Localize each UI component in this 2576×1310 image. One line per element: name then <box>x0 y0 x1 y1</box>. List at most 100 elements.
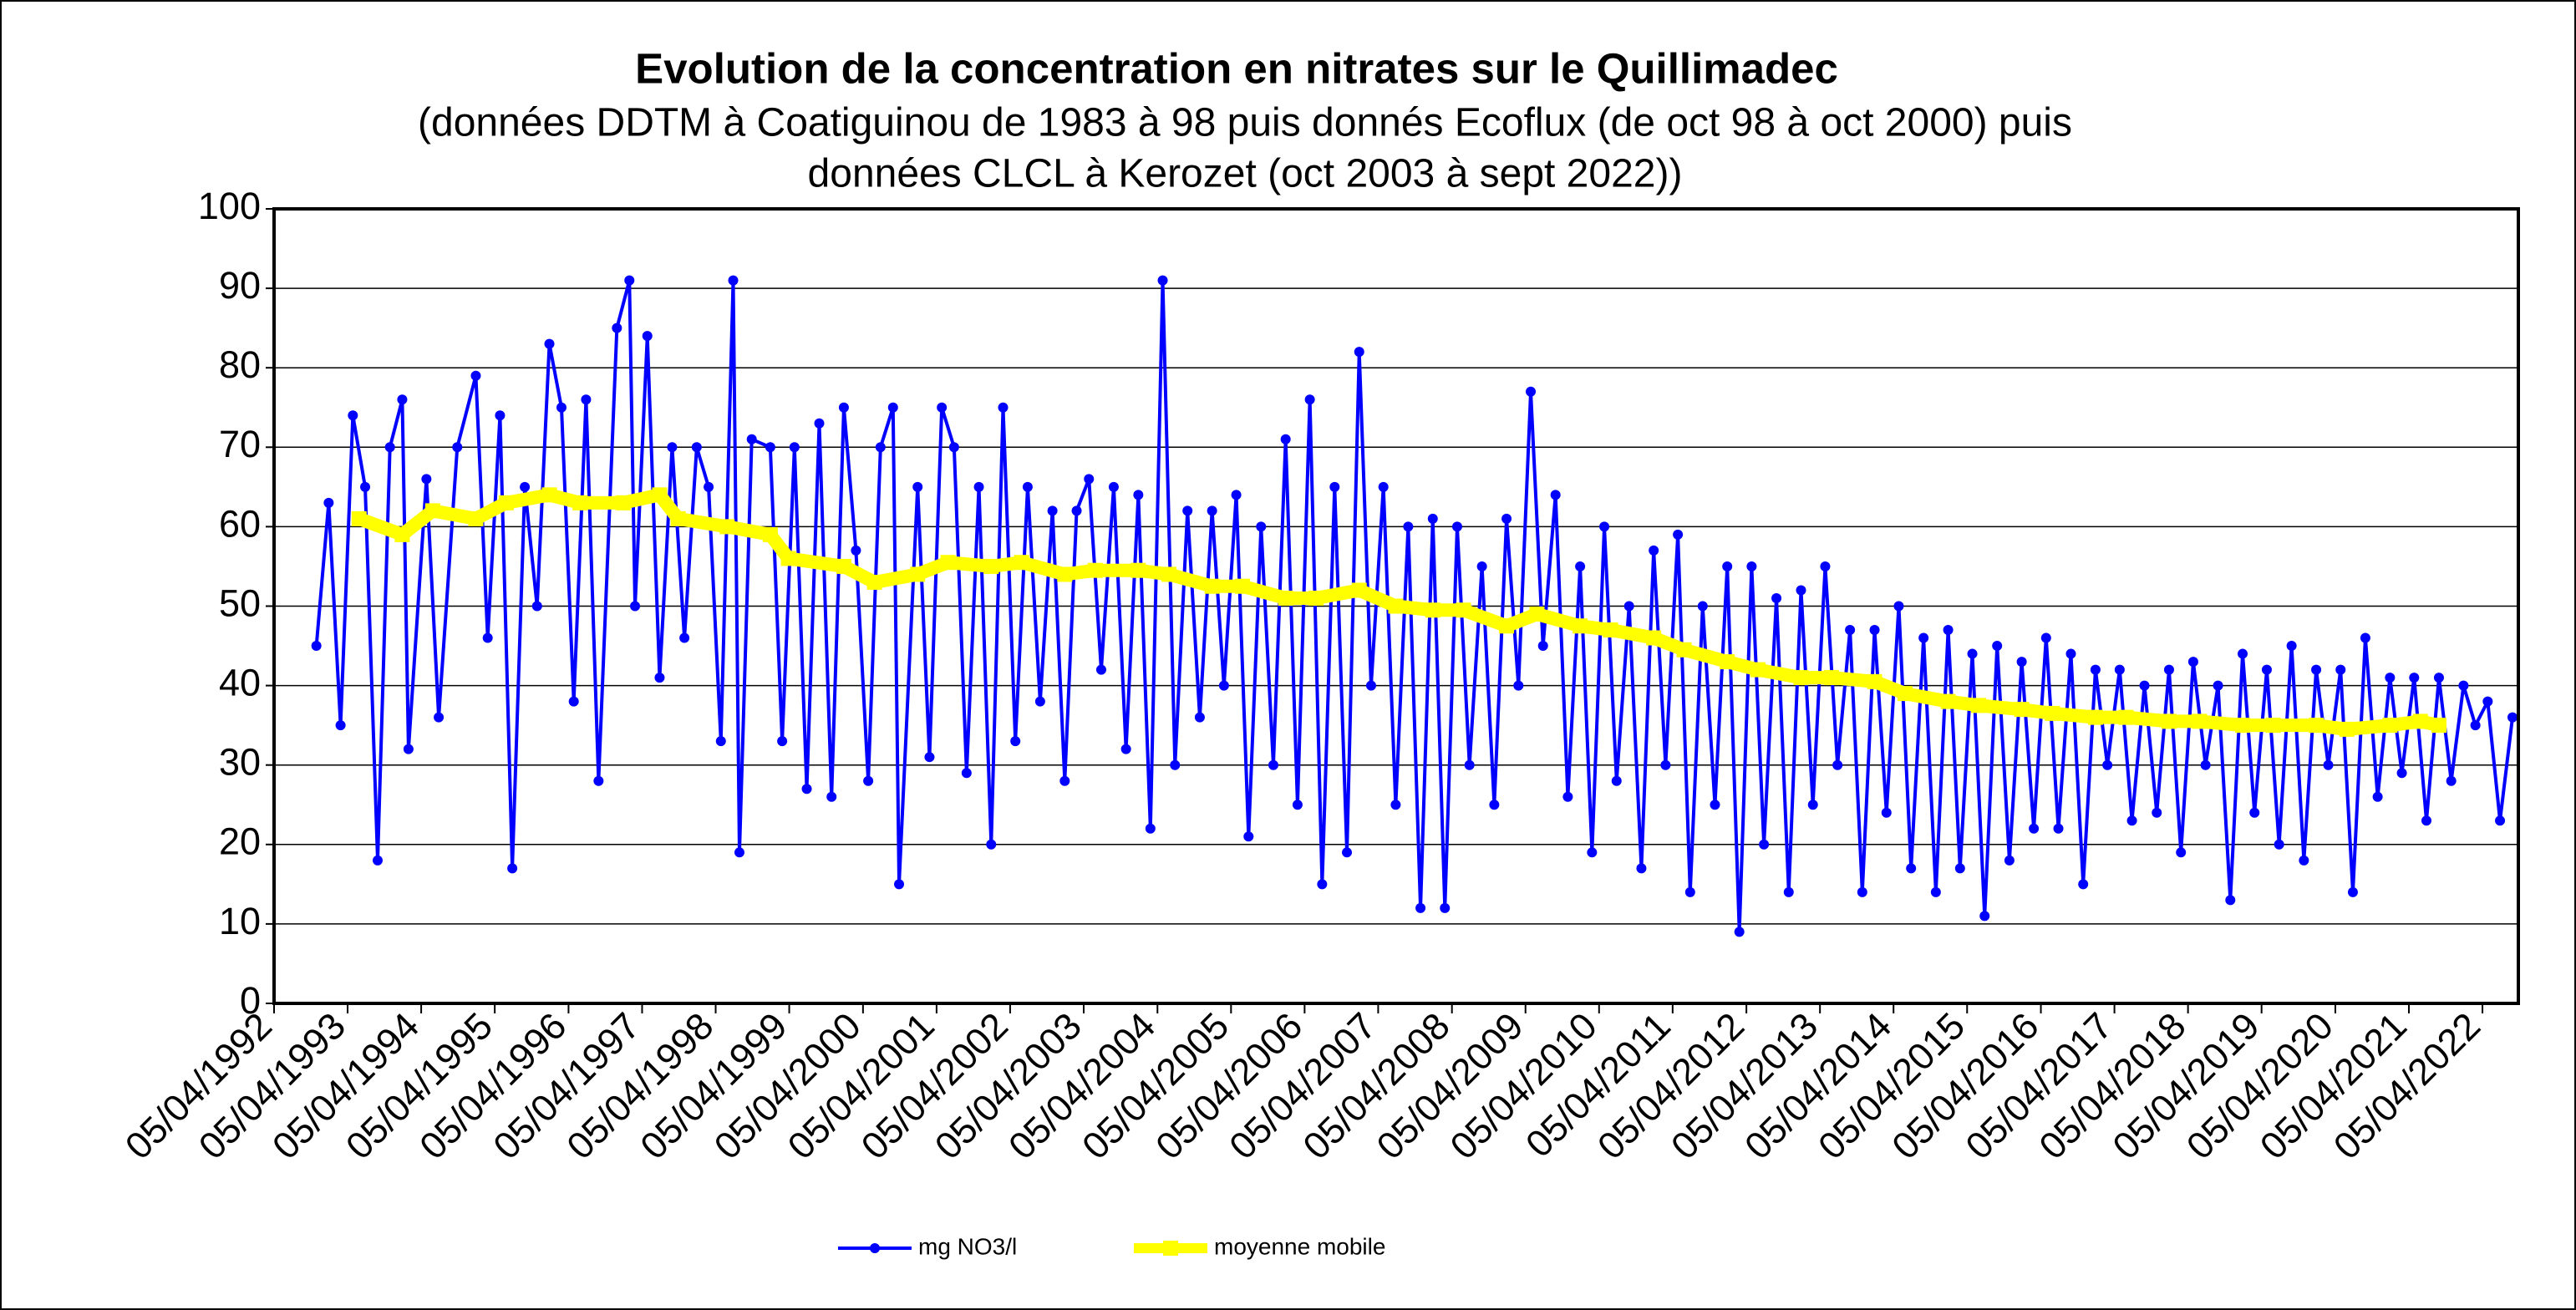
data-point <box>1807 800 1818 810</box>
data-point <box>1365 680 1376 691</box>
data-point <box>1971 698 1987 713</box>
data-point <box>630 601 641 612</box>
data-point <box>1308 590 1324 606</box>
data-point <box>1550 490 1561 500</box>
data-point <box>998 402 1009 413</box>
data-point <box>1130 562 1146 578</box>
data-point <box>2382 718 2398 734</box>
data-point <box>1231 490 1242 500</box>
data-point <box>2249 807 2260 818</box>
data-point <box>973 481 984 492</box>
data-point <box>482 632 493 643</box>
data-point <box>2433 673 2444 683</box>
data-point <box>667 442 678 453</box>
data-point <box>704 481 714 492</box>
data-point <box>384 442 395 453</box>
data-point <box>1697 601 1708 612</box>
data-point <box>2225 895 2236 906</box>
chart-subtitle: (données DDTM à Coatiguinou de 1983 à 98… <box>418 101 2072 145</box>
series <box>351 487 2446 737</box>
data-point <box>1526 386 1537 397</box>
data-point <box>1415 902 1426 913</box>
data-point <box>2421 815 2432 826</box>
plot-frame <box>272 207 2520 1005</box>
data-point <box>1204 578 1220 594</box>
data-point <box>2053 823 2064 834</box>
data-point <box>1897 686 1913 702</box>
data-point <box>1354 347 1364 358</box>
data-point <box>2299 855 2309 866</box>
data-point <box>2200 759 2211 770</box>
data-point <box>2045 705 2060 721</box>
data-point <box>495 410 506 421</box>
data-point <box>2161 713 2177 729</box>
chart-subtitle: données CLCL à Kerozet (oct 2003 à sept … <box>808 152 1683 196</box>
data-point <box>1893 601 1904 612</box>
data-point <box>875 442 886 453</box>
data-point <box>1967 648 1978 659</box>
legend-marker <box>1163 1241 1178 1256</box>
data-point <box>1796 585 1806 596</box>
data-point <box>1832 759 1843 770</box>
data-point <box>1256 521 1267 532</box>
data-point <box>1034 696 1045 707</box>
data-point <box>612 322 622 333</box>
y-tick-label: 30 <box>219 741 261 784</box>
data-point <box>2309 718 2324 734</box>
data-point <box>403 744 414 754</box>
data-point <box>2470 720 2481 731</box>
data-point <box>1108 481 1119 492</box>
data-point <box>1057 566 1073 582</box>
data-point <box>734 847 744 858</box>
data-point <box>1243 831 1254 842</box>
data-point <box>2118 709 2134 725</box>
data-point <box>1573 618 1588 634</box>
data-point <box>1636 863 1647 874</box>
data-point <box>581 394 592 405</box>
data-point <box>924 752 935 763</box>
data-point <box>1218 680 1229 691</box>
data-point <box>394 526 410 542</box>
data-point <box>1059 775 1070 786</box>
data-point <box>2372 791 2383 802</box>
data-point <box>1317 879 1328 890</box>
legend-label: moyenne mobile <box>1214 1233 1385 1259</box>
data-point <box>746 434 757 444</box>
data-point <box>2187 657 2198 668</box>
data-point <box>544 338 555 349</box>
data-point <box>2385 673 2396 683</box>
data-point <box>1427 513 1438 524</box>
y-tick-label: 60 <box>219 502 261 545</box>
data-point <box>2102 759 2113 770</box>
data-point <box>1649 545 1659 556</box>
data-point <box>1857 886 1867 897</box>
series-line <box>357 488 2441 736</box>
legend-marker <box>870 1243 880 1253</box>
data-point <box>2090 664 2101 675</box>
data-point <box>2396 768 2407 779</box>
data-point <box>541 487 557 503</box>
data-point <box>2235 718 2251 734</box>
data-point <box>1440 902 1451 913</box>
data-point <box>2265 718 2281 734</box>
data-point <box>498 495 514 510</box>
data-point <box>728 275 739 286</box>
data-point <box>2261 664 2272 675</box>
data-point <box>1722 561 1733 571</box>
data-point <box>507 863 518 874</box>
data-point <box>652 487 668 503</box>
data-point <box>1489 800 1500 810</box>
data-point <box>468 510 484 526</box>
data-point <box>1823 670 1839 686</box>
data-point <box>866 574 882 590</box>
data-point <box>1010 736 1021 747</box>
data-point <box>1587 847 1598 858</box>
data-point <box>1954 863 1965 874</box>
y-tick-label: 40 <box>219 661 261 703</box>
data-point <box>2339 721 2355 737</box>
data-point <box>1095 664 1106 675</box>
data-point <box>838 402 849 413</box>
y-tick-label: 80 <box>219 343 261 386</box>
data-point <box>910 566 926 582</box>
data-point <box>814 418 825 429</box>
